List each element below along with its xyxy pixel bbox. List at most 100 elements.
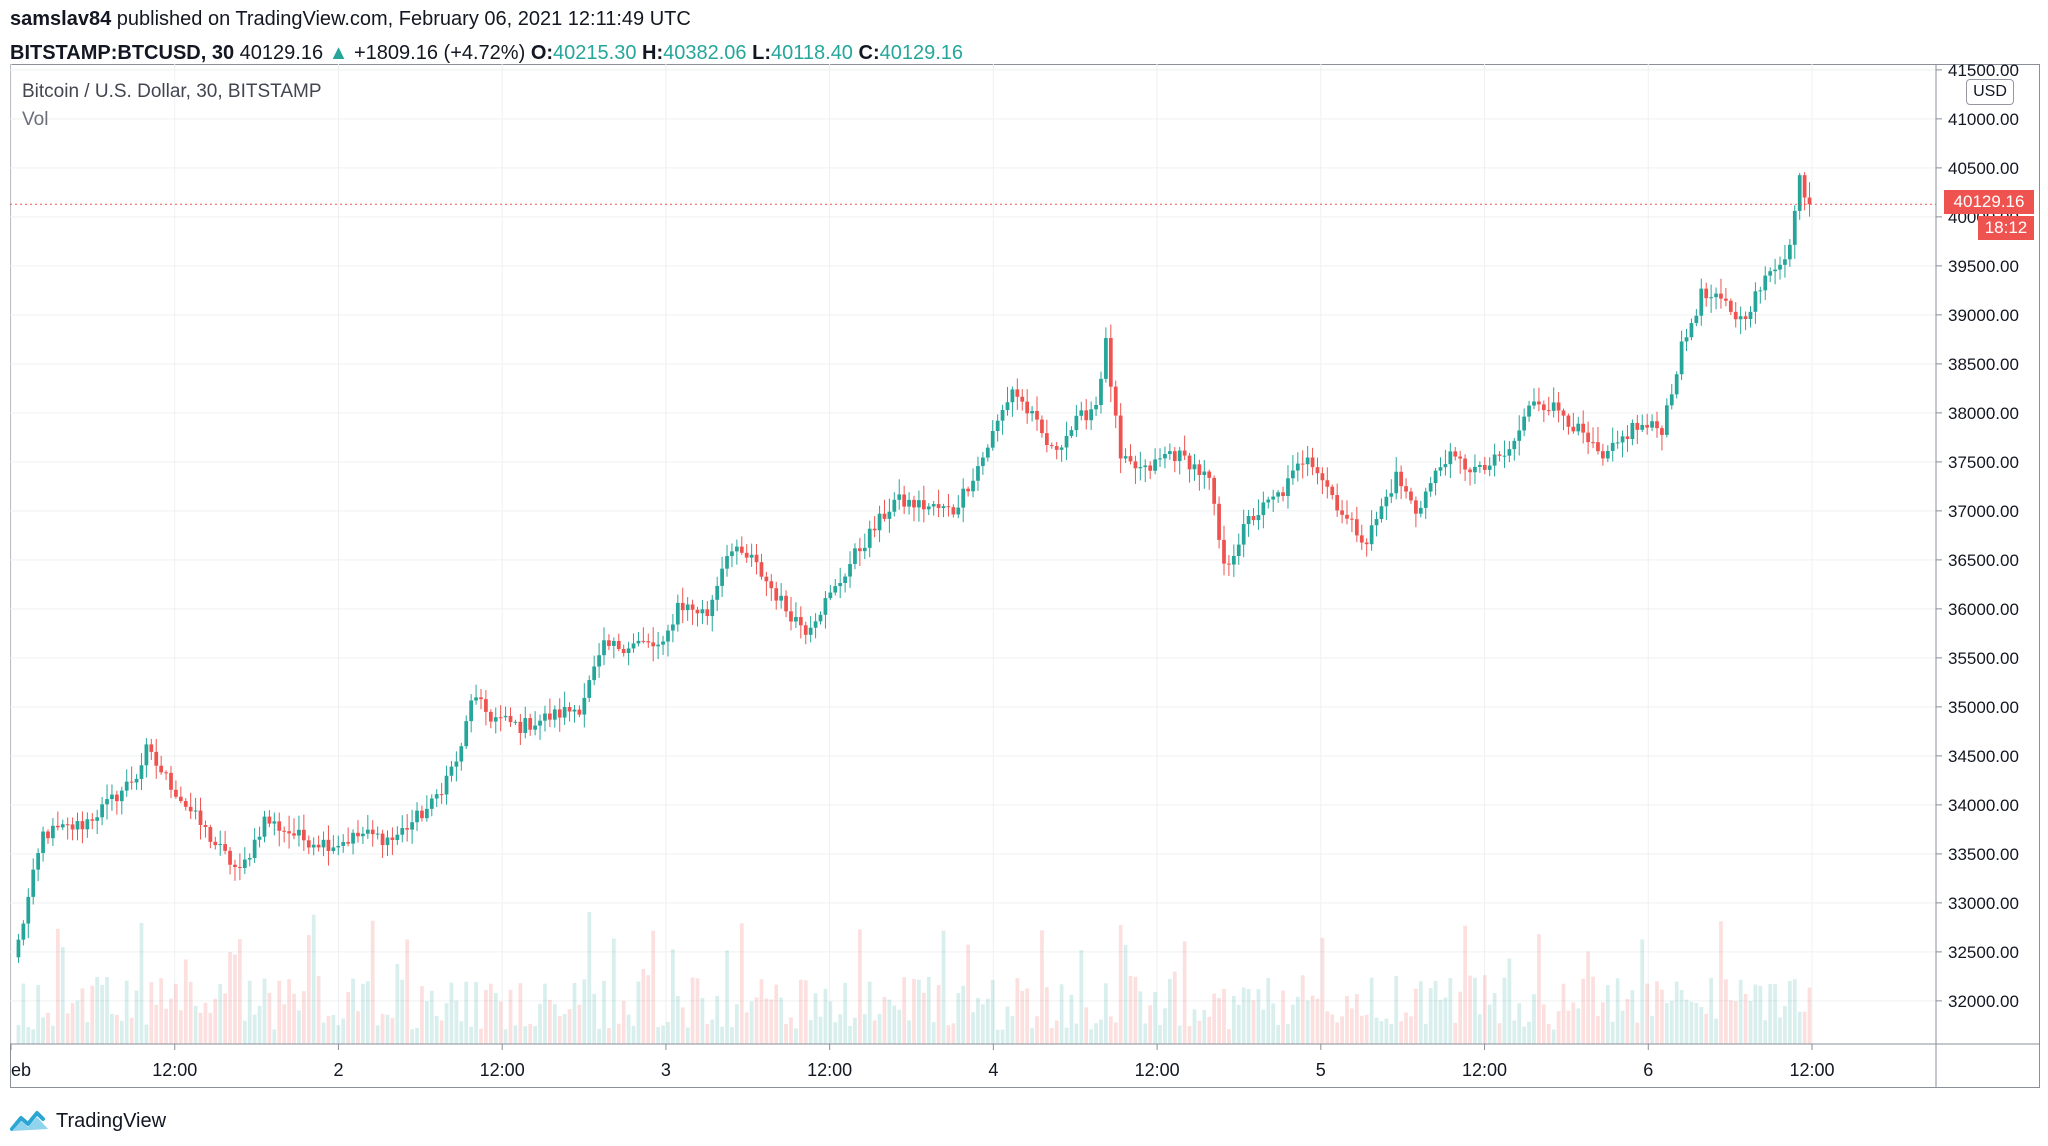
symbol-label[interactable]: BITSTAMP:BTCUSD, 30 [10,42,235,64]
volume-bar [616,1023,621,1044]
candle-body [867,528,872,548]
candle [1315,457,1320,485]
candle-body [1640,424,1645,430]
volume-bar [1537,934,1541,1044]
candle [1433,468,1438,496]
candle-body [1108,338,1113,387]
candle-body [1359,535,1364,543]
volume-bar [1040,930,1044,1044]
volume-bar [1674,981,1679,1044]
candle [981,451,985,475]
candle [272,812,277,836]
candle-body [1635,422,1640,430]
time-axis[interactable]: eb 12:00 2 12:00 3 12:00 4 12:00 5 12:00 6 12:00 [10,1044,1835,1080]
grid-lines [10,64,1936,1044]
candle-body [459,746,464,762]
candle [1354,506,1359,543]
volume-bar [985,998,990,1044]
candle [1660,425,1664,451]
publisher-name[interactable]: samslav84 [10,8,112,30]
candle [759,553,764,580]
candle [1320,467,1325,495]
volume-bar [862,1014,867,1044]
tradingview-logo-icon[interactable] [10,1109,50,1133]
volume-bar [666,1021,670,1044]
volume-bar [356,1011,360,1044]
candle [262,810,267,843]
volume-bar [897,1009,902,1044]
candle [513,719,518,725]
volume-bar [1192,1009,1197,1044]
candle [1679,330,1684,381]
candle [946,493,951,517]
candle-body [769,581,774,589]
candle [306,835,311,855]
volume-bar [1522,1026,1527,1044]
candle [705,600,710,625]
candle-body [808,627,813,635]
candle-body [1615,442,1620,444]
volume-bar [1202,1009,1207,1044]
volume-bar [1231,995,1236,1044]
volume-bar [1261,1009,1266,1044]
candle-body [912,499,916,508]
candle [744,544,749,563]
series-title[interactable]: Bitcoin / U.S. Dollar, 30, BITSTAMP [22,81,322,102]
y-tick-label: 39000.00 [1948,306,2019,325]
volume-bar [208,1012,213,1044]
volume-label[interactable]: Vol [22,109,49,130]
volume-bar [1640,939,1645,1044]
candle [1778,256,1782,280]
candle-body [429,798,434,809]
candles[interactable] [16,172,1812,963]
candle-body [1217,503,1221,540]
volume-bar [1409,1016,1413,1044]
candle [257,826,262,848]
candle [1241,509,1246,558]
volume-bar [1605,985,1610,1044]
candle-body [1566,415,1571,427]
candle [607,634,611,651]
volume-bar [1020,990,1025,1044]
candle-body [685,604,690,611]
footer-brand[interactable]: TradingView [56,1109,167,1132]
candle-body [1738,316,1743,320]
candle-body [636,640,641,644]
candle-body [129,781,134,783]
candle-body [818,614,823,622]
candle [858,537,862,567]
volume-bar [169,998,173,1044]
candle-body [1143,465,1148,468]
candle-body [1177,450,1182,462]
candle-body [51,825,55,839]
candle [16,933,21,963]
volume-bar [1443,997,1448,1044]
volume-bar [420,986,424,1044]
candle [488,709,493,729]
candle [734,539,739,565]
candle [1020,389,1025,411]
candle-body [1079,410,1084,416]
price-chart[interactable]: 32000.00 32500.00 33000.00 33500.00 34000.00… [10,64,2040,1088]
candle-body [611,641,616,646]
volume-bar [1399,1021,1404,1044]
candle [1359,524,1364,550]
candle [862,533,867,560]
candle [1448,443,1453,479]
candle [267,810,272,828]
volume-bar [1300,975,1305,1044]
candle [1487,457,1492,477]
volume-bar [931,1022,936,1044]
volume-bar [607,1027,611,1044]
volume-bar [429,990,434,1044]
candle-body [346,842,351,844]
volume-bar [656,1027,661,1044]
candle-body [1369,525,1374,545]
volume-bar [1448,978,1453,1044]
currency-badge[interactable]: USD [1966,79,2014,105]
candle-body [341,842,346,846]
volume-bar [1143,1023,1148,1044]
candle [1546,396,1551,416]
candle [1197,459,1202,491]
candle [1305,445,1310,476]
